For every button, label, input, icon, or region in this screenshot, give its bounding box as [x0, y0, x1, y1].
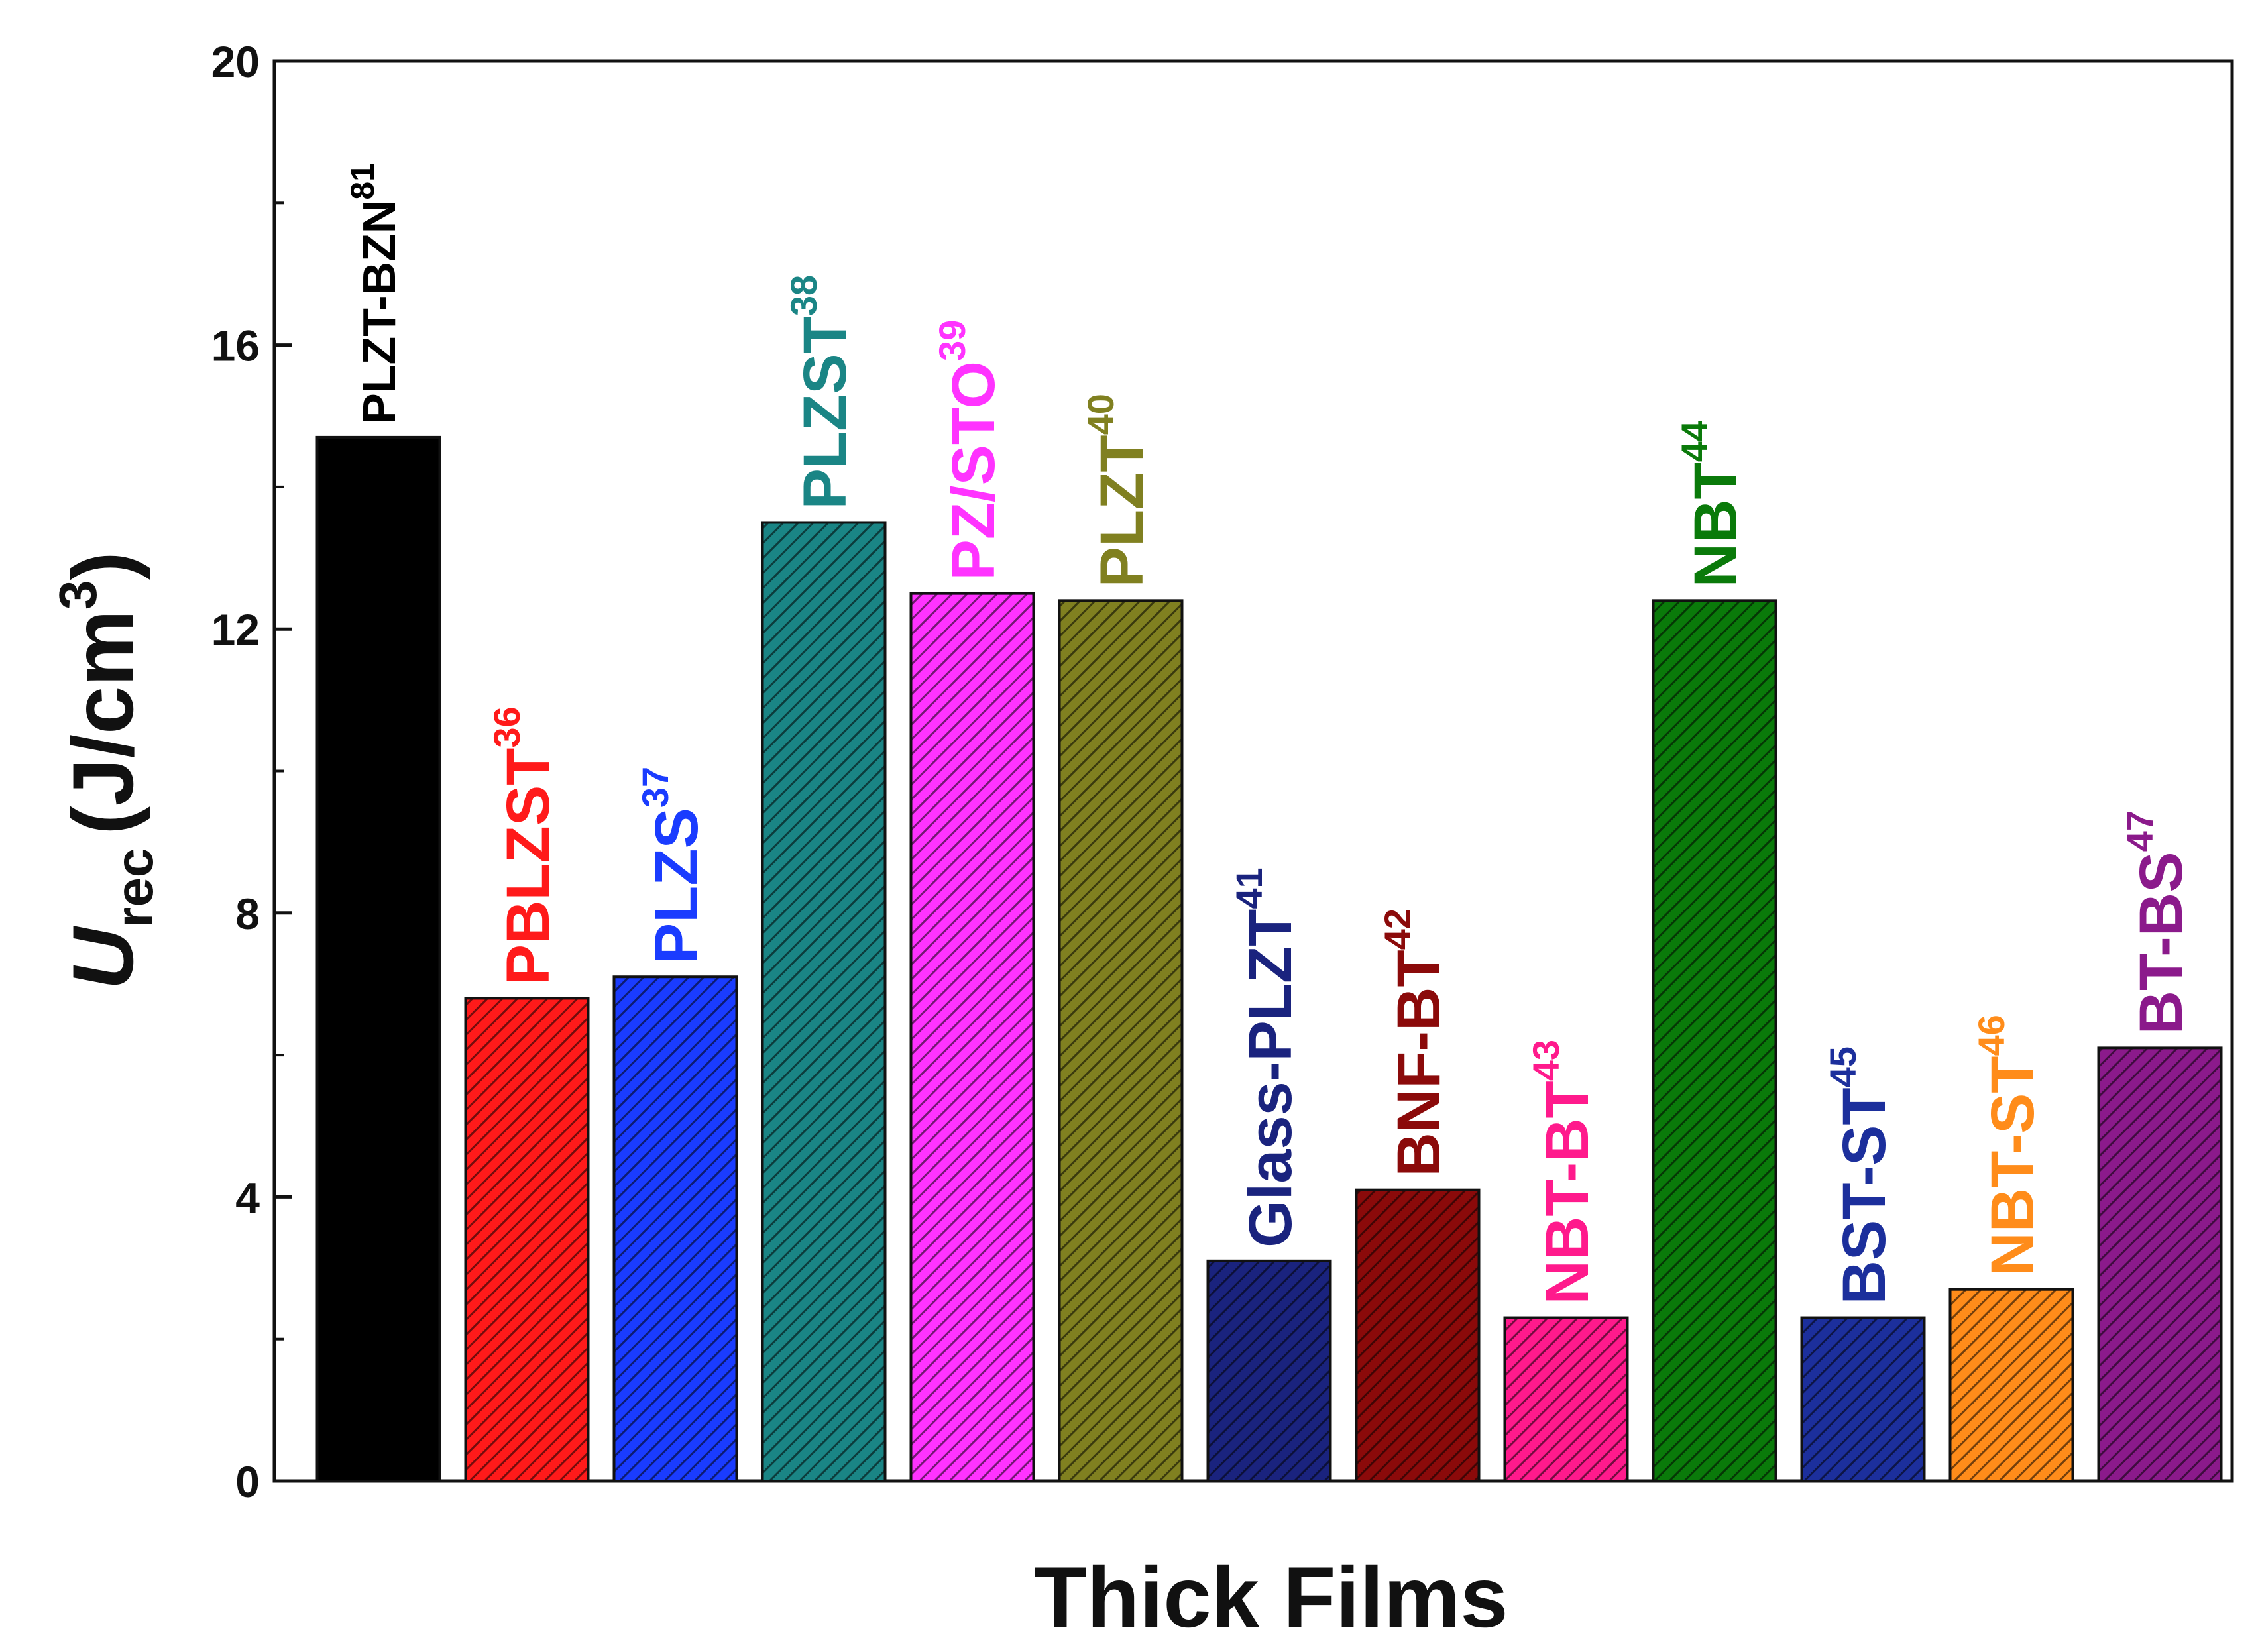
bar-label-reference: 45: [1822, 1046, 1864, 1087]
bar-label-reference: 36: [486, 706, 528, 747]
y-tick-label: 20: [211, 37, 260, 86]
bar-label: BT-BS47: [2119, 810, 2195, 1034]
y-label-unit-superscript: 3: [48, 580, 107, 610]
y-tick-label: 4: [235, 1173, 260, 1222]
bar-label-reference: 43: [1525, 1040, 1567, 1081]
bar-label-reference: 47: [2119, 810, 2161, 852]
bar-label: NBT-BT43: [1525, 1040, 1601, 1305]
y-axis-label: Urec (J/cm3): [48, 551, 164, 989]
y-tick-label: 0: [235, 1457, 260, 1506]
bar: [1355, 1188, 1481, 1483]
bar-label: BST-ST45: [1822, 1046, 1898, 1304]
bar-label-reference: 40: [1080, 394, 1121, 435]
bar-label: NBT-ST46: [1970, 1015, 2047, 1276]
bar-label-reference: 39: [931, 320, 973, 361]
bar: [1948, 1288, 2074, 1482]
bar: [1058, 599, 1184, 1483]
bar-label-name: BST-ST: [1831, 1087, 1898, 1304]
y-label-unit: (J/cm: [54, 610, 151, 835]
bar-label-name: NBT-BT: [1534, 1081, 1601, 1304]
bar-label-reference: 44: [1673, 421, 1715, 462]
bar: [2097, 1046, 2223, 1482]
bar-label: PLZST38: [783, 275, 859, 510]
bar-label-name: NBT-ST: [1979, 1056, 2047, 1276]
bar-label: PZ/STO39: [931, 320, 1007, 580]
bar: [464, 997, 590, 1482]
y-label-symbol: U: [54, 926, 151, 990]
bar-label: PLZT-BZN81: [344, 163, 405, 424]
bar-label-name: NBT: [1682, 462, 1750, 587]
bar-label-name: PLZS: [643, 808, 710, 964]
bar-label: BNF-BT42: [1377, 909, 1453, 1177]
bar-label-reference: 38: [783, 275, 824, 316]
bar: [315, 435, 441, 1482]
bar-label-reference: 42: [1377, 909, 1418, 950]
bar-label-name: PZ/STO: [940, 361, 1007, 580]
bar-label-name: PBLZST: [494, 748, 562, 985]
bar-label-name: BT-BS: [2127, 852, 2195, 1034]
bar-label-name: BNF-BT: [1385, 950, 1453, 1176]
bar: [761, 521, 887, 1482]
bar: [1800, 1316, 1926, 1483]
bar-label-reference: 37: [634, 767, 676, 808]
y-tick-label: 8: [235, 889, 260, 938]
bar-label-name: Glass-PLZT: [1237, 909, 1304, 1248]
bar-label: Glass-PLZT41: [1228, 867, 1304, 1248]
bar: [612, 975, 738, 1482]
bar-label: PBLZST36: [486, 706, 562, 985]
bar: [1206, 1259, 1332, 1482]
bar-label: PLZT40: [1080, 394, 1156, 587]
y-tick-label: 12: [211, 605, 260, 654]
bar-label-reference: 81: [344, 163, 381, 200]
bar-label-reference: 46: [1970, 1015, 2012, 1056]
bar: [909, 592, 1035, 1482]
bar-label: NBT44: [1673, 421, 1750, 587]
y-tick-label: 16: [211, 321, 260, 370]
y-label-unit-close: ): [54, 551, 151, 580]
bar-label-name: PLZT-BZN: [353, 200, 405, 424]
bar-label: PLZS37: [634, 767, 710, 964]
bar: [1652, 599, 1777, 1483]
bar-label-reference: 41: [1228, 867, 1270, 909]
x-axis-label: Thick Films: [1034, 1549, 1508, 1645]
bar-label-name: PLZST: [791, 316, 859, 509]
y-label-subscript: rec: [105, 848, 164, 928]
bar-label-name: PLZT: [1088, 435, 1156, 587]
bar: [1503, 1316, 1629, 1483]
